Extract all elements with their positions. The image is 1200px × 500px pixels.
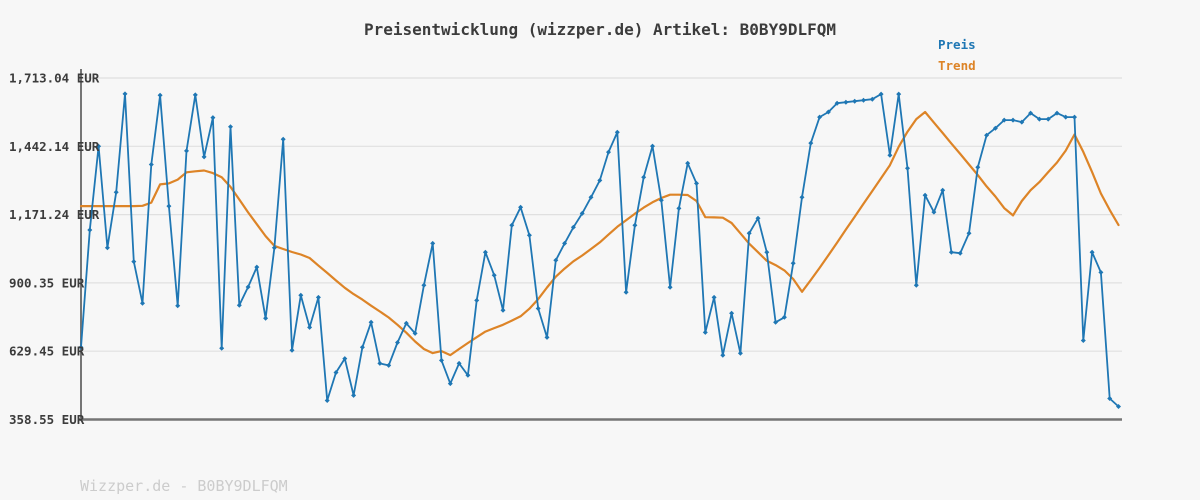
- legend-item-preis: Preis: [938, 37, 976, 52]
- y-tick-label: 900.35 EUR: [9, 275, 85, 290]
- chart-title: Preisentwicklung (wizzper.de) Artikel: B…: [363, 20, 836, 39]
- y-tick-label: 1,713.04 EUR: [9, 71, 100, 86]
- y-tick-label: 629.45 EUR: [9, 344, 85, 359]
- legend-item-trend: Trend: [938, 58, 976, 73]
- price-line: [80, 93, 1120, 408]
- y-tick-label: 358.55 EUR: [9, 412, 85, 427]
- y-tick-label: 1,171.24 EUR: [9, 207, 100, 222]
- trend-line: [79, 110, 1120, 357]
- price-markers: [78, 91, 1121, 410]
- y-tick-label: 1,442.14 EUR: [9, 139, 100, 154]
- watermark: Wizzper.de - B0BY9DLFQM: [80, 477, 288, 495]
